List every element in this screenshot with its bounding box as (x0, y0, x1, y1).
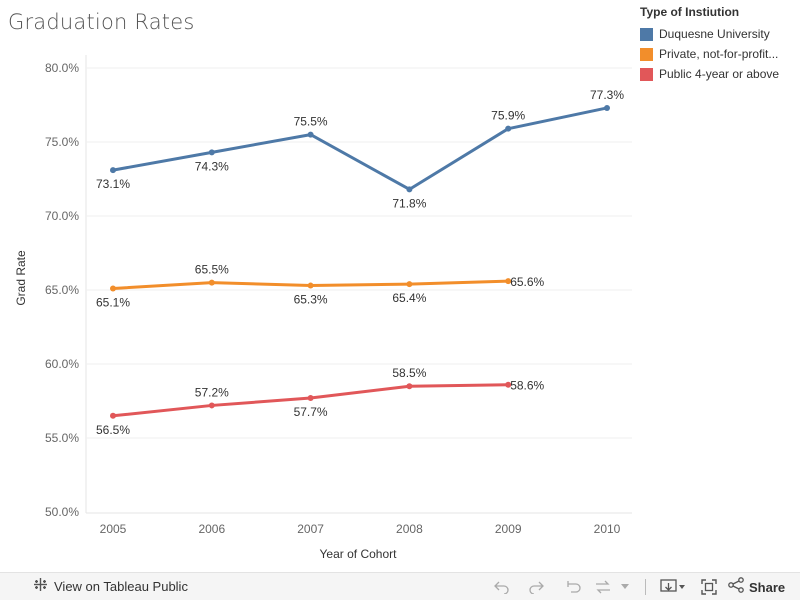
data-point (208, 149, 215, 156)
data-point (110, 412, 116, 419)
data-point (208, 279, 215, 286)
data-label: 65.3% (294, 293, 328, 307)
chart-title: Graduation Rates (8, 10, 195, 34)
y-tick-label: 80.0% (45, 61, 79, 75)
share-label: Share (749, 579, 786, 595)
x-tick-label: 2006 (198, 522, 225, 536)
refresh-icon[interactable] (591, 573, 615, 601)
x-tick-label: 2008 (396, 522, 423, 536)
data-label: 57.2% (195, 385, 229, 399)
legend-item-private[interactable]: Private, not-for-profit... (640, 44, 800, 64)
refresh-dropdown-icon[interactable] (615, 573, 635, 601)
x-tick-label: 2010 (594, 522, 621, 536)
y-tick-label: 50.0% (45, 505, 79, 519)
legend: Type of Instiution Duquesne University P… (640, 5, 800, 84)
data-point (505, 125, 512, 132)
data-label: 71.8% (392, 196, 426, 210)
data-label: 75.9% (491, 109, 525, 123)
data-label: 65.4% (392, 291, 426, 305)
view-on-tableau-button[interactable]: View on Tableau Public (33, 577, 188, 596)
data-point (505, 381, 512, 388)
data-label: 65.5% (195, 263, 229, 277)
data-label: 77.3% (590, 88, 624, 102)
data-label: 57.7% (294, 405, 328, 419)
data-point (307, 395, 314, 402)
share-button[interactable]: Share (728, 573, 800, 601)
data-point (110, 167, 116, 174)
data-label: 65.1% (96, 296, 130, 310)
legend-label: Public 4-year or above (659, 67, 780, 81)
download-icon[interactable] (656, 573, 690, 601)
data-label: 58.6% (510, 379, 544, 393)
toolbar-divider (645, 579, 646, 595)
legend-swatch (640, 47, 653, 61)
legend-swatch (640, 27, 653, 41)
tableau-icon (33, 577, 48, 596)
data-point (406, 186, 413, 193)
series-line-0 (111, 106, 609, 191)
revert-icon[interactable] (557, 573, 591, 601)
view-on-tableau-label: View on Tableau Public (54, 579, 188, 594)
data-point (604, 104, 610, 111)
legend-item-public[interactable]: Public 4-year or above (640, 64, 800, 84)
data-point (505, 278, 512, 285)
y-tick-label: 65.0% (45, 283, 79, 297)
y-tick-label: 55.0% (45, 431, 79, 445)
line-chart: 50.0% 55.0% 60.0% 65.0% 70.0% 75.0% 80.0% 2005 2… (14, 55, 632, 561)
data-point (406, 383, 413, 390)
fullscreen-icon[interactable] (690, 573, 728, 601)
data-label: 74.3% (195, 159, 229, 173)
data-label: 58.5% (392, 366, 426, 380)
x-axis-title: Year of Cohort (320, 547, 398, 561)
y-tick-label: 75.0% (45, 135, 79, 149)
undo-icon[interactable] (489, 573, 515, 601)
y-tick-label: 70.0% (45, 209, 79, 223)
tableau-toolbar: View on Tableau Public Share (0, 572, 800, 600)
legend-swatch (640, 67, 653, 81)
data-point (208, 402, 215, 409)
x-tick-label: 2007 (297, 522, 324, 536)
redo-icon[interactable] (515, 573, 557, 601)
legend-label: Private, not-for-profit... (659, 47, 779, 61)
y-tick-label: 60.0% (45, 357, 79, 371)
data-point (307, 131, 314, 138)
data-label: 65.6% (510, 275, 544, 289)
data-label: 75.5% (294, 115, 328, 129)
x-tick-label: 2009 (495, 522, 522, 536)
data-label: 56.5% (96, 423, 130, 437)
data-point (110, 285, 116, 292)
share-icon (728, 576, 744, 598)
legend-item-duquesne[interactable]: Duquesne University (640, 24, 800, 44)
data-label: 73.1% (96, 177, 130, 191)
data-point (406, 281, 413, 288)
legend-label: Duquesne University (659, 27, 770, 41)
y-axis-title: Grad Rate (14, 250, 28, 306)
x-tick-label: 2005 (100, 522, 127, 536)
data-point (307, 282, 314, 289)
legend-title: Type of Instiution (640, 5, 740, 19)
